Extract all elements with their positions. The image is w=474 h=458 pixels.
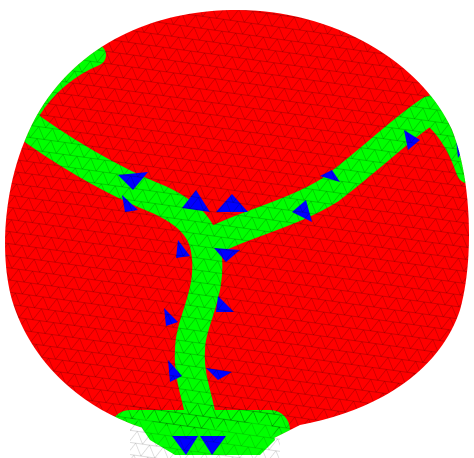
sphere [0, 0, 474, 458]
mesh-render [0, 0, 474, 458]
wireframe [0, 0, 474, 458]
bottom-wireframe [130, 405, 280, 458]
page [0, 0, 474, 458]
